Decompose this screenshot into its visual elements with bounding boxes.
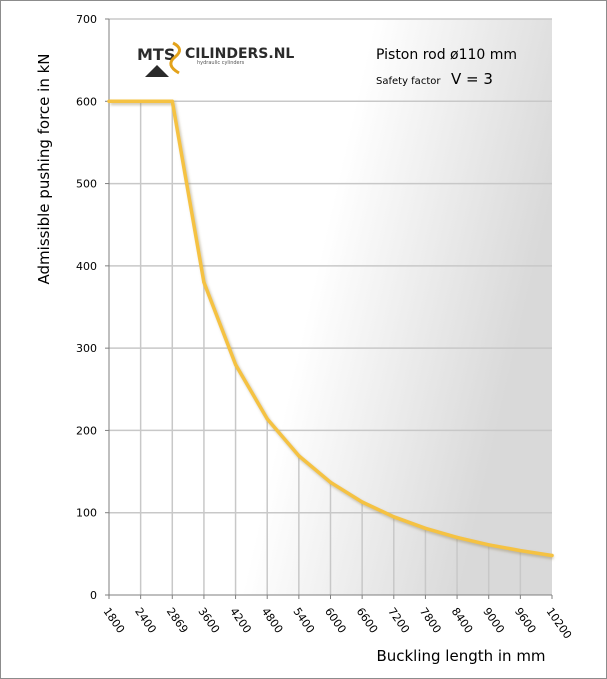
x-tick-label: 5400 (290, 605, 317, 635)
y-tick-label: 0 (90, 589, 97, 602)
data-point (107, 99, 111, 103)
data-point (518, 548, 522, 553)
x-tick-label: 2400 (132, 605, 159, 635)
y-tick-label: 200 (76, 424, 97, 437)
data-point (297, 454, 301, 458)
x-tick-label: 4800 (259, 605, 286, 635)
x-tick-label: 7800 (417, 605, 444, 635)
data-point (202, 280, 206, 284)
y-tick-label: 100 (76, 507, 97, 520)
y-tick-label: 400 (76, 260, 97, 273)
x-tick-label: 6000 (322, 605, 349, 635)
x-tick-label: 6600 (354, 605, 381, 635)
company-logo: MTS CILINDERS.NL hydraulic cylinders (137, 41, 294, 77)
logo-mts-text: MTS (137, 45, 175, 64)
logo-name-text: CILINDERS.NL (185, 46, 294, 62)
data-point (233, 363, 238, 367)
x-tick-label: 8400 (449, 605, 476, 635)
logo-triangle-icon (145, 65, 169, 77)
data-point (487, 543, 491, 547)
y-tick-label: 300 (76, 342, 97, 355)
piston-rod-label: Piston rod ø110 mm (376, 47, 517, 63)
logo-tagline-text: hydraulic cylinders (197, 60, 245, 66)
data-point (423, 526, 428, 530)
x-tick-label: 4200 (227, 605, 254, 635)
x-tick-label: 2869 (164, 605, 191, 635)
data-point (328, 480, 333, 484)
x-tick-label: 7200 (385, 605, 412, 635)
data-point (455, 535, 459, 540)
data-point (360, 500, 364, 504)
x-tick-label: 10200 (544, 605, 575, 641)
x-tick-label: 9600 (512, 605, 539, 635)
y-tick-label: 500 (76, 178, 97, 191)
x-tick-label: 9000 (480, 605, 507, 635)
data-point (139, 99, 143, 103)
y-axis-title: Admissible pushing force in kN (35, 54, 53, 285)
x-tick-label: 3600 (195, 605, 222, 635)
data-point (265, 417, 269, 421)
x-tick-label: 1800 (101, 605, 128, 635)
y-tick-label: 700 (76, 13, 97, 26)
data-point (170, 99, 174, 103)
safety-factor-value: V = 3 (451, 70, 493, 88)
safety-factor-label: Safety factor (376, 76, 441, 87)
data-point (550, 553, 554, 558)
logo-swoosh-icon (169, 41, 181, 75)
y-tick-label: 600 (76, 95, 97, 108)
x-axis-title: Buckling length in mm (376, 647, 545, 665)
data-point (392, 515, 396, 519)
